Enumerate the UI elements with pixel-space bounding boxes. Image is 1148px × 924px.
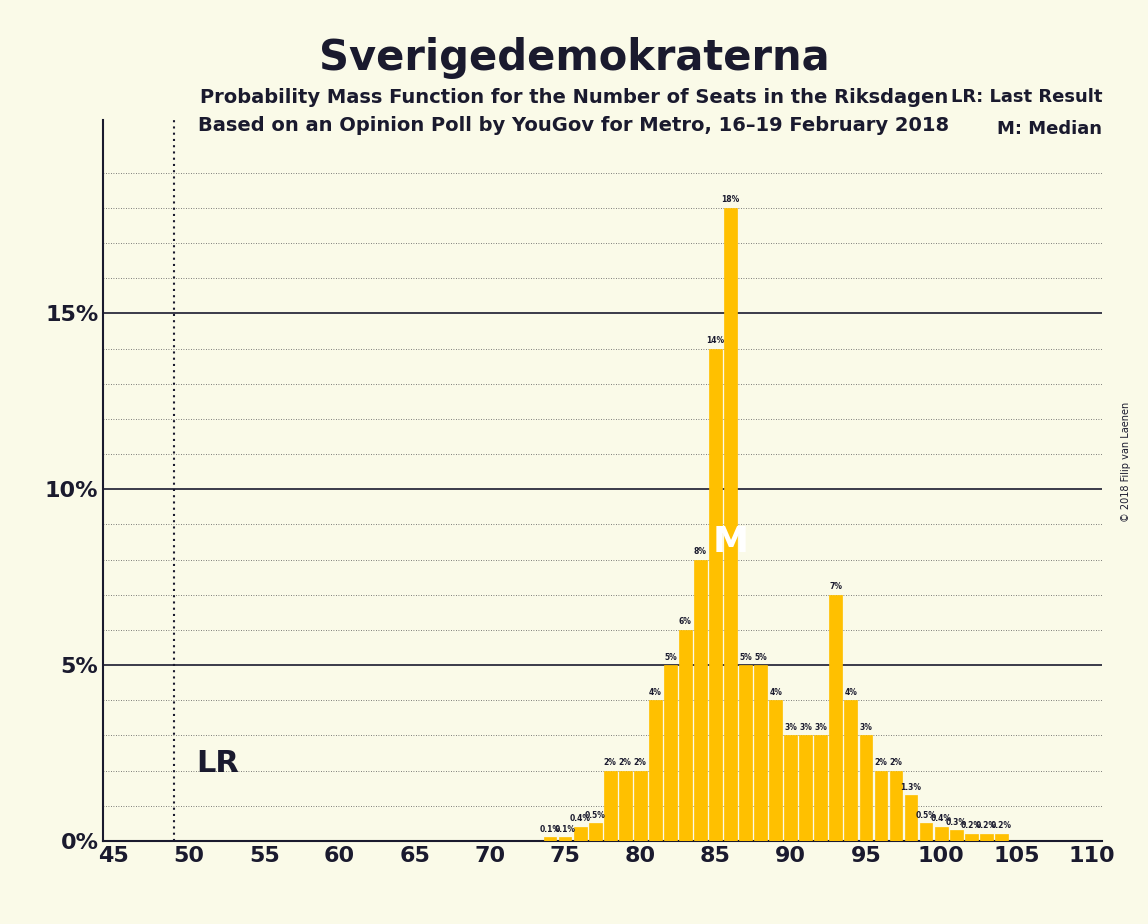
Bar	[695, 560, 707, 841]
Bar	[754, 665, 767, 841]
Text: 5%: 5%	[754, 652, 767, 662]
Bar	[634, 771, 646, 841]
Text: 4%: 4%	[649, 687, 661, 697]
Bar	[784, 736, 797, 841]
Text: 4%: 4%	[845, 687, 858, 697]
Bar	[845, 700, 858, 841]
Text: 2%: 2%	[875, 758, 887, 767]
Text: 3%: 3%	[860, 723, 872, 732]
Text: 8%: 8%	[695, 547, 707, 556]
Bar	[544, 837, 557, 841]
Bar	[559, 837, 572, 841]
Bar	[980, 833, 993, 841]
Bar	[875, 771, 887, 841]
Bar	[574, 827, 587, 841]
Bar	[814, 736, 828, 841]
Bar	[739, 665, 752, 841]
Bar	[964, 833, 978, 841]
Text: 0.4%: 0.4%	[569, 814, 590, 823]
Text: 0.2%: 0.2%	[961, 821, 982, 831]
Bar	[949, 831, 962, 841]
Bar	[920, 823, 932, 841]
Text: 5%: 5%	[664, 652, 677, 662]
Bar	[995, 833, 1008, 841]
Text: Sverigedemokraterna: Sverigedemokraterna	[319, 37, 829, 79]
Bar	[649, 700, 661, 841]
Bar	[769, 700, 782, 841]
Text: M: M	[713, 525, 748, 559]
Text: 0.2%: 0.2%	[991, 821, 1011, 831]
Bar	[664, 665, 677, 841]
Text: 2%: 2%	[634, 758, 646, 767]
Text: 0.1%: 0.1%	[540, 825, 560, 833]
Bar	[799, 736, 812, 841]
Text: M: Median: M: Median	[998, 120, 1102, 139]
Text: 18%: 18%	[721, 196, 739, 204]
Text: 14%: 14%	[706, 336, 724, 346]
Text: 2%: 2%	[890, 758, 902, 767]
Text: 3%: 3%	[784, 723, 797, 732]
Text: Based on an Opinion Poll by YouGov for Metro, 16–19 February 2018: Based on an Opinion Poll by YouGov for M…	[199, 116, 949, 136]
Text: 0.4%: 0.4%	[931, 814, 952, 823]
Text: 0.1%: 0.1%	[554, 825, 575, 833]
Bar	[724, 208, 737, 841]
Text: 2%: 2%	[619, 758, 631, 767]
Bar	[604, 771, 616, 841]
Text: 0.5%: 0.5%	[916, 810, 937, 820]
Text: 5%: 5%	[739, 652, 752, 662]
Text: 6%: 6%	[678, 617, 692, 626]
Text: 7%: 7%	[829, 582, 843, 591]
Text: 3%: 3%	[799, 723, 812, 732]
Text: 0.2%: 0.2%	[976, 821, 996, 831]
Text: © 2018 Filip van Laenen: © 2018 Filip van Laenen	[1120, 402, 1131, 522]
Bar	[905, 796, 917, 841]
Text: 0.3%: 0.3%	[946, 818, 967, 827]
Bar	[709, 348, 722, 841]
Bar	[830, 595, 843, 841]
Bar	[619, 771, 631, 841]
Bar	[860, 736, 872, 841]
Bar	[934, 827, 947, 841]
Text: 0.5%: 0.5%	[584, 810, 606, 820]
Text: 2%: 2%	[604, 758, 616, 767]
Text: 1.3%: 1.3%	[900, 783, 922, 792]
Text: LR: Last Result: LR: Last Result	[951, 88, 1102, 105]
Text: LR: LR	[196, 749, 240, 778]
Bar	[890, 771, 902, 841]
Text: Probability Mass Function for the Number of Seats in the Riksdagen: Probability Mass Function for the Number…	[200, 88, 948, 107]
Text: 4%: 4%	[769, 687, 782, 697]
Text: 3%: 3%	[814, 723, 828, 732]
Bar	[678, 630, 692, 841]
Bar	[589, 823, 602, 841]
